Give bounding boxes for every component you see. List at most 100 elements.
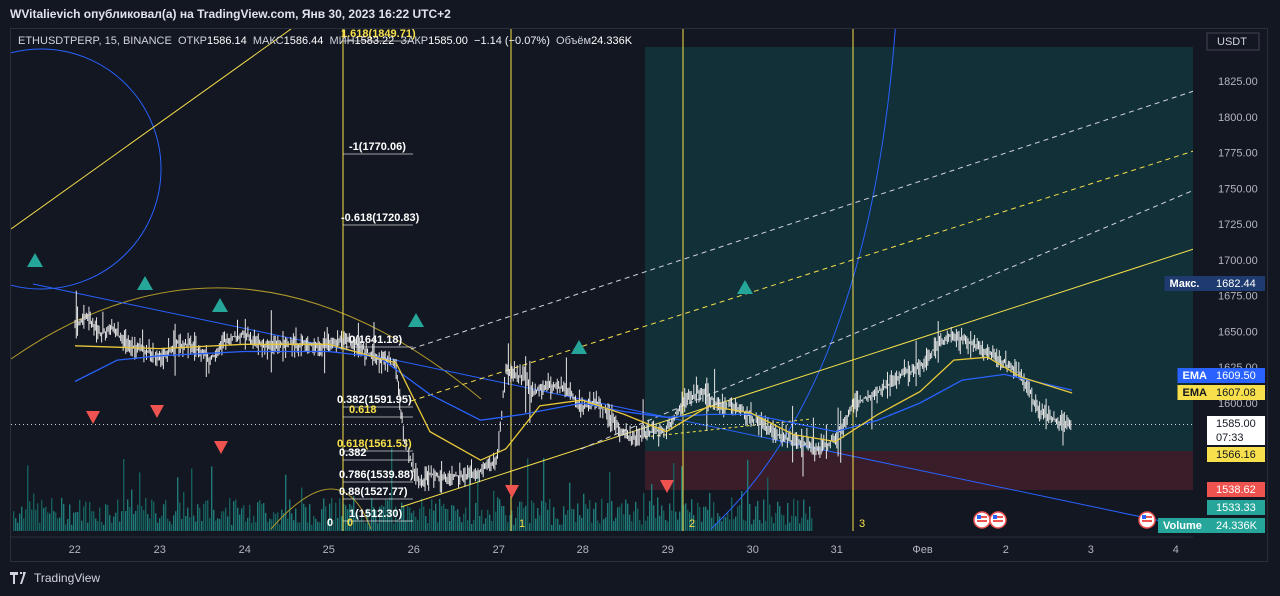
currency-box[interactable]	[1206, 32, 1260, 51]
top-bar: WVitalievich опубликовал(а) на TradingVi…	[0, 0, 1280, 28]
volume-bar	[585, 504, 587, 531]
sell-signal-triangle[interactable]	[150, 405, 164, 418]
volume-bar	[259, 500, 261, 531]
volume-bar	[49, 513, 51, 531]
volume-bar	[623, 514, 625, 531]
volume-bar	[695, 520, 697, 531]
volume-bar	[191, 468, 193, 531]
volume-bar	[311, 524, 313, 531]
price-tag-value: 07:33	[1216, 432, 1244, 444]
fib-level-label: -1(1770.06)	[349, 141, 406, 153]
volume-bar	[505, 515, 507, 531]
buy-signal-triangle[interactable]	[212, 298, 228, 312]
price-tag-value: 1682.44	[1216, 278, 1256, 290]
low-value: 1583.22	[354, 35, 395, 47]
price-tag-bg	[1207, 482, 1265, 497]
buy-signal-triangle[interactable]	[137, 276, 153, 290]
volume-bar	[565, 514, 567, 531]
volume-bar	[491, 521, 493, 531]
volume-bar	[327, 521, 329, 531]
channel-dashed-upper[interactable]	[410, 86, 1207, 350]
volume-bar	[421, 498, 423, 531]
volume-bar	[131, 489, 133, 531]
volume-bar	[479, 516, 481, 531]
us-flag-stripe	[1142, 516, 1152, 518]
buy-signal-triangle[interactable]	[571, 340, 587, 354]
time-tick-label: 30	[747, 544, 759, 556]
volume-bar	[371, 498, 373, 531]
trend-line-yellow[interactable]	[11, 29, 292, 230]
volume-bar	[125, 511, 127, 531]
price-tag-bg	[1207, 430, 1265, 445]
ema-line-blue[interactable]	[74, 350, 1073, 433]
price-tag-title-bg	[1177, 385, 1207, 400]
volume-bar	[405, 520, 407, 531]
volume-bar	[581, 517, 583, 531]
volume-bar	[85, 501, 87, 531]
volume-bar	[305, 507, 307, 531]
volume-bar	[337, 518, 339, 531]
us-flag-canton	[1142, 515, 1146, 519]
volume-bar	[691, 499, 693, 531]
arc-drawing-small[interactable]	[270, 488, 372, 530]
symbol-name[interactable]: ETHUSDTPERP, 15, BINANCE	[18, 35, 172, 47]
volume-bar	[677, 519, 679, 531]
volume-bar	[413, 510, 415, 531]
volume-bar	[443, 503, 445, 531]
volume-bar	[473, 520, 475, 531]
long-position-target-zone[interactable]	[645, 47, 1193, 451]
buy-signal-triangle[interactable]	[408, 313, 424, 327]
volume-bar	[627, 503, 629, 531]
volume-bar	[67, 518, 69, 531]
volume-bar	[273, 512, 275, 531]
ema-line-yellow[interactable]	[74, 343, 1073, 461]
volume-bar	[153, 501, 155, 531]
sell-signal-triangle[interactable]	[660, 480, 674, 493]
volume-bar	[779, 506, 781, 531]
support-dashed-line[interactable]	[644, 418, 812, 438]
open-label: ОТКР	[177, 35, 207, 47]
sell-signal-triangle[interactable]	[86, 411, 100, 424]
chart-frame[interactable]: 1 2 3 1.618(1849.71) -1(1770.06) -0.618(1720.…	[10, 28, 1268, 562]
volume-bar	[145, 498, 147, 531]
volume-bar	[319, 522, 321, 531]
buy-signal-triangle[interactable]	[27, 253, 43, 267]
volume-bar	[687, 509, 689, 531]
volume-bar	[449, 521, 451, 531]
volume-bar	[489, 514, 491, 531]
candlestick-chart[interactable]: 1 2 31.618(1849.71)-1(1770.06)-0.618(1720.…	[11, 29, 1268, 562]
volume-bar	[207, 500, 209, 531]
price-axis[interactable]	[1193, 29, 1268, 562]
ellipse-drawing-blue[interactable]	[11, 48, 162, 290]
arc-drawing-blue[interactable]	[710, 29, 896, 530]
volume-bar	[651, 483, 653, 531]
volume-bar	[805, 513, 807, 531]
volume-bar	[787, 502, 789, 531]
time-tick-label: 28	[577, 544, 589, 556]
volume-bar	[31, 509, 33, 531]
volume-bar	[113, 516, 115, 531]
volume-bar	[531, 500, 533, 531]
volume-bar	[765, 520, 767, 531]
volume-bar	[453, 505, 455, 531]
time-tick-label: 23	[154, 544, 166, 556]
trend-line-blue[interactable]	[32, 283, 1162, 522]
sell-signal-triangle[interactable]	[214, 441, 228, 454]
volume-bar	[47, 512, 49, 531]
volume-bar	[417, 519, 419, 531]
volume-bar	[503, 505, 505, 531]
volume-bar	[709, 493, 711, 531]
volume-bar	[575, 522, 577, 531]
buy-signal-triangle[interactable]	[737, 280, 753, 294]
volume-bar	[587, 508, 589, 531]
volume-bar	[435, 503, 437, 531]
volume-bar	[53, 511, 55, 531]
volume-bar	[13, 511, 15, 531]
volume-bar	[557, 518, 559, 531]
sell-signal-triangle[interactable]	[505, 485, 519, 498]
volume-bar	[561, 524, 563, 531]
time-tick-label: 25	[323, 544, 335, 556]
volume-bar	[293, 520, 295, 531]
channel-base-line[interactable]	[400, 244, 1207, 508]
channel-dashed-mid[interactable]	[410, 146, 1207, 402]
